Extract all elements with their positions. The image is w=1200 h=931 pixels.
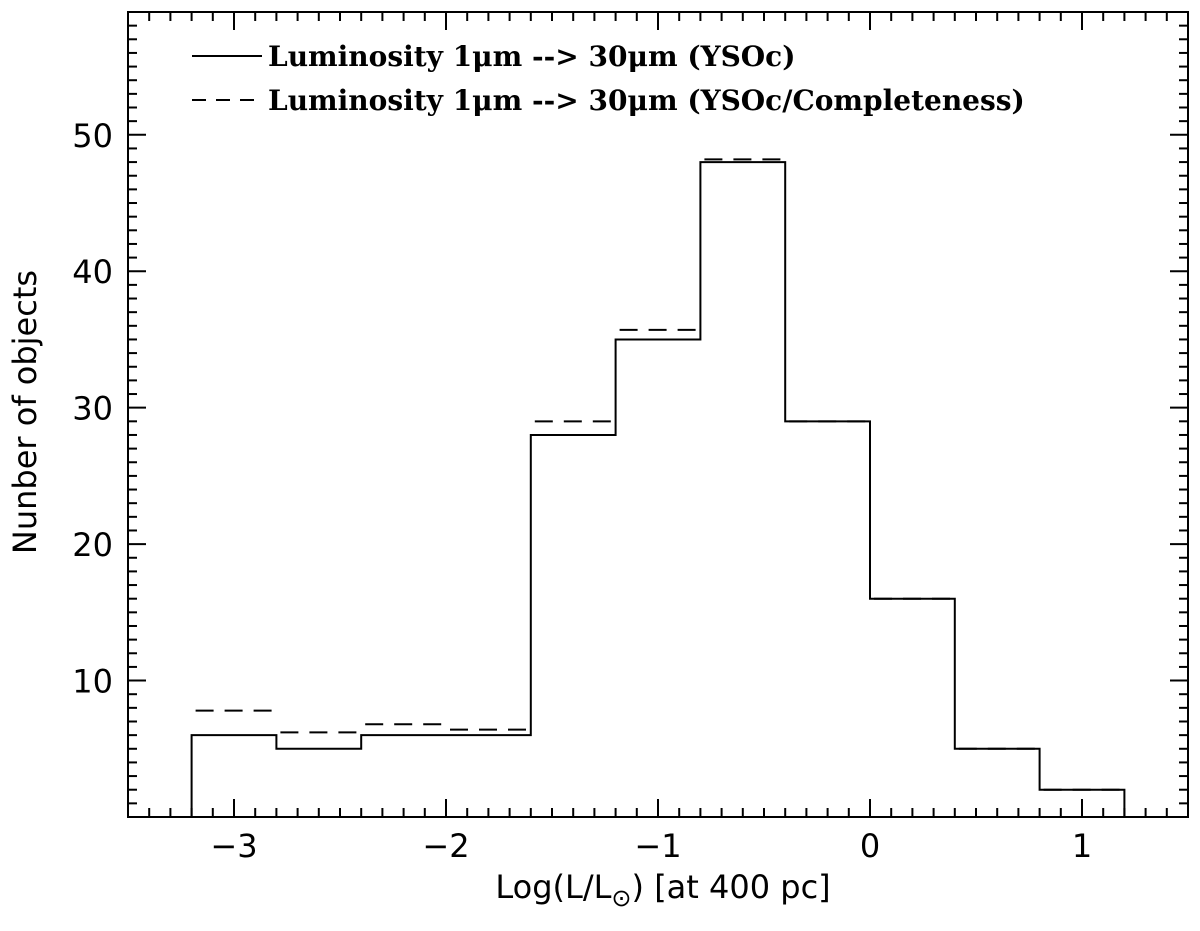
x-axis-label: Log(L/L⊙) [at 400 pc]: [495, 868, 830, 912]
legend-label: Luminosity 1μm --> 30μm (YSOc/Completene…: [268, 84, 1025, 117]
series-dashed: [195, 158, 1121, 791]
plot-frame: [127, 11, 1189, 818]
plot-border: [127, 11, 1189, 818]
x-tick-labels: −3 −2 −1 0 1: [210, 827, 1092, 865]
series-solid: [190, 161, 1126, 817]
y-tick-label: 30: [72, 390, 113, 428]
y-tick-labels: 10 20 30 40 50: [72, 117, 113, 701]
x-tick-label: −1: [634, 827, 681, 865]
x-tick-label: −3: [210, 827, 257, 865]
series-layer: [190, 158, 1126, 817]
histogram-outline-solid: [190, 161, 1126, 817]
legend: Luminosity 1μm --> 30μm (YSOc) Luminosity…: [192, 40, 1025, 117]
x-tick-label: 0: [860, 827, 880, 865]
legend-label: Luminosity 1μm --> 30μm (YSOc): [268, 40, 795, 73]
x-tick-label: −2: [422, 827, 469, 865]
x-tick-label: 1: [1072, 827, 1092, 865]
y-axis-label: Nunber of objects: [6, 270, 44, 554]
y-tick-label: 10: [72, 663, 113, 701]
y-tick-label: 50: [72, 117, 113, 155]
axis-ticks: [128, 11, 1188, 817]
y-tick-label: 20: [72, 526, 113, 564]
y-tick-label: 40: [72, 253, 113, 291]
